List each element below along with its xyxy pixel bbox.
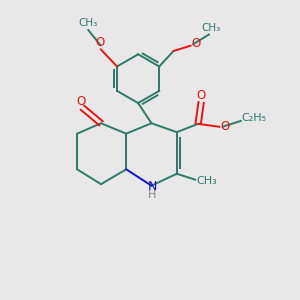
- Text: N: N: [147, 180, 157, 193]
- Text: CH₃: CH₃: [196, 176, 217, 186]
- Text: O: O: [96, 36, 105, 49]
- Text: H: H: [148, 190, 156, 200]
- Text: O: O: [76, 95, 86, 108]
- Text: O: O: [220, 120, 230, 133]
- Text: CH₃: CH₃: [201, 23, 220, 33]
- Text: CH₃: CH₃: [78, 18, 97, 28]
- Text: O: O: [191, 37, 201, 50]
- Text: O: O: [196, 89, 206, 102]
- Text: C₂H₅: C₂H₅: [242, 113, 267, 123]
